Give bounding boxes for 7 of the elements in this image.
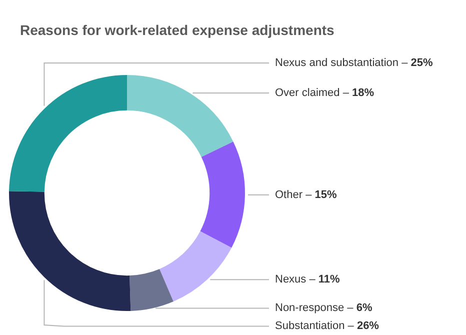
slice-label: Nexus – 11% [275,274,340,286]
slice-label: Substantiation – 26% [275,320,380,332]
slice-label: Non-response – 6% [275,302,372,314]
chart-title: Reasons for work-related expense adjustments [20,22,334,38]
slice-label: Nexus and substantiation – 25% [275,57,433,70]
slice-label: Over claimed – 18% [275,87,374,100]
slice-label: Other – 15% [275,188,337,201]
